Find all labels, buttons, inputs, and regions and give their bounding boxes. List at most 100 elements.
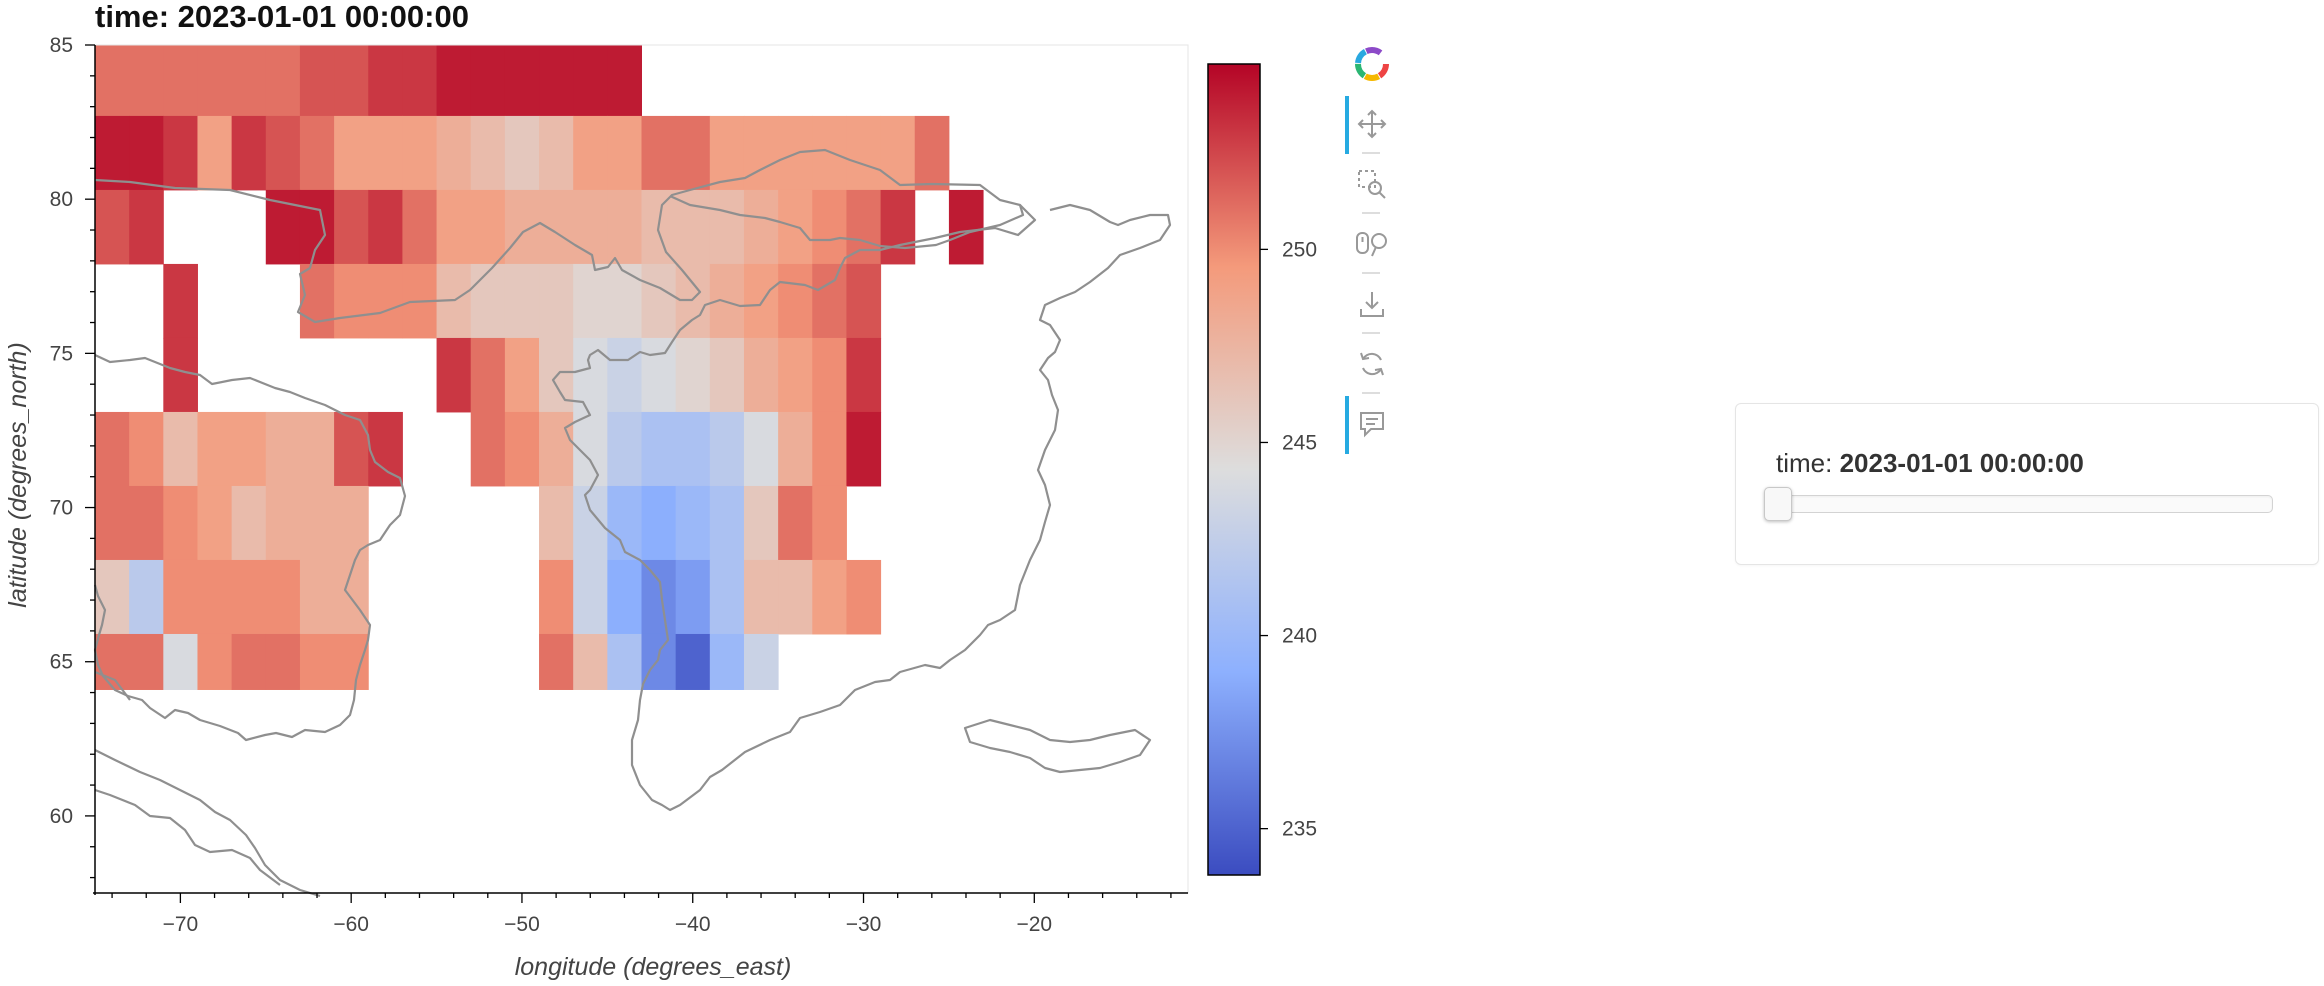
heatmap-cell	[163, 45, 198, 117]
heatmap-cell	[368, 263, 403, 339]
reset-tool-button[interactable]	[1350, 342, 1394, 386]
colorbar-tick-label: 235	[1282, 818, 1317, 841]
heatmap-cell	[197, 485, 233, 561]
heatmap-cell	[846, 411, 882, 487]
heatmap-cell	[607, 337, 642, 413]
heatmap-cell	[299, 45, 335, 117]
heatmap-cell	[436, 45, 472, 117]
save-icon	[1360, 292, 1384, 317]
heatmap-cell	[129, 115, 164, 191]
heatmap-cell	[265, 411, 301, 487]
heatmap-cell	[573, 485, 608, 561]
time-slider-track[interactable]	[1776, 495, 2273, 513]
x-tick-label: −20	[1016, 913, 1052, 936]
heatmap-cell	[641, 633, 677, 690]
x-axis-label: longitude (degrees_east)	[515, 953, 792, 981]
heatmap-cell	[231, 559, 267, 635]
heatmap-cell	[129, 633, 164, 690]
heatmap-cell	[402, 189, 438, 265]
heatmap-cell	[299, 115, 335, 191]
y-tick-label: 65	[50, 651, 73, 674]
heatmap-cell	[265, 559, 301, 635]
heatmap-cell	[129, 485, 164, 561]
heatmap-cell	[607, 411, 642, 487]
heatmap-cell	[709, 337, 745, 413]
heatmap-cell	[368, 189, 403, 265]
heatmap-cell	[334, 411, 369, 487]
heatmap-cell	[539, 189, 574, 265]
time-slider-handle[interactable]	[1764, 487, 1792, 521]
heatmap-cell	[709, 485, 745, 561]
heatmap-cell	[880, 115, 916, 191]
heatmap-cell	[163, 411, 198, 487]
heatmap-cell	[470, 115, 506, 191]
y-tick-label: 70	[50, 497, 73, 520]
time-widget-label: time:	[1776, 448, 1840, 478]
heatmap-cell	[334, 115, 369, 191]
heatmap-cell	[573, 45, 608, 117]
heatmap-cell	[573, 115, 608, 191]
heatmap-cell	[880, 189, 916, 265]
heatmap-cell	[778, 337, 813, 413]
heatmap-cell	[504, 337, 540, 413]
heatmap-cell	[539, 485, 574, 561]
heatmap-cell	[743, 189, 779, 265]
bokeh-logo-icon[interactable]	[1350, 42, 1394, 86]
heatmap-cell	[709, 411, 745, 487]
pan-tool-button[interactable]	[1345, 96, 1394, 154]
wheel-zoom-tool-button[interactable]	[1350, 222, 1394, 266]
heatmap-cell	[607, 559, 642, 635]
heatmap-cell	[812, 263, 847, 339]
heatmap-cell	[539, 45, 574, 117]
heatmap-cell	[368, 115, 403, 191]
heatmap-cell	[778, 411, 813, 487]
heatmap-cell	[299, 263, 335, 339]
y-tick-label: 60	[50, 805, 73, 828]
heatmap-cell	[231, 45, 267, 117]
heatmap-cell	[95, 411, 130, 487]
heatmap-cell	[675, 633, 711, 690]
heatmap-cell	[778, 263, 813, 339]
heatmap-cell	[778, 485, 813, 561]
heatmap-cell	[299, 559, 335, 635]
heatmap-cell	[743, 559, 779, 635]
heatmap-cell	[675, 559, 711, 635]
hover-tool-button[interactable]	[1345, 396, 1394, 454]
save-tool-button[interactable]	[1350, 282, 1394, 326]
heatmap-cell	[607, 189, 642, 265]
reset-icon	[1360, 352, 1384, 376]
heatmap-cell	[197, 115, 233, 191]
heatmap-cell	[197, 411, 233, 487]
box-zoom-tool-button[interactable]	[1350, 162, 1394, 206]
heatmap-cell	[129, 411, 164, 487]
heatmap-cell	[846, 337, 882, 413]
heatmap-cell	[607, 485, 642, 561]
heatmap-cell	[743, 411, 779, 487]
heatmap-cell	[129, 189, 164, 265]
colorbar-tick-label: 250	[1282, 238, 1317, 261]
heatmap-cell	[573, 337, 608, 413]
heatmap-cell	[504, 45, 540, 117]
heatmap-cell	[641, 559, 677, 635]
heatmap-cell	[470, 189, 506, 265]
heatmap-cell	[709, 559, 745, 635]
y-tick-label: 75	[50, 342, 73, 365]
heatmap-cell	[743, 337, 779, 413]
time-widget: time: 2023-01-01 00:00:00	[1735, 403, 2319, 565]
heatmap-cell	[368, 45, 403, 117]
heatmap-cell	[334, 485, 369, 561]
heatmap-cell	[573, 263, 608, 339]
heatmap-cell	[334, 633, 369, 690]
heatmap-cell	[607, 45, 642, 117]
heatmap-cell	[812, 411, 847, 487]
heatmap-cell	[573, 633, 608, 690]
heatmap-cell	[470, 45, 506, 117]
heatmap-cell	[299, 189, 335, 265]
heatmap-cell	[470, 337, 506, 413]
heatmap-cell	[675, 115, 711, 191]
colorbar-gradient	[1207, 63, 1261, 876]
heatmap-cell	[709, 189, 745, 265]
heatmap-cell	[231, 633, 267, 690]
heatmap-cell	[641, 411, 677, 487]
